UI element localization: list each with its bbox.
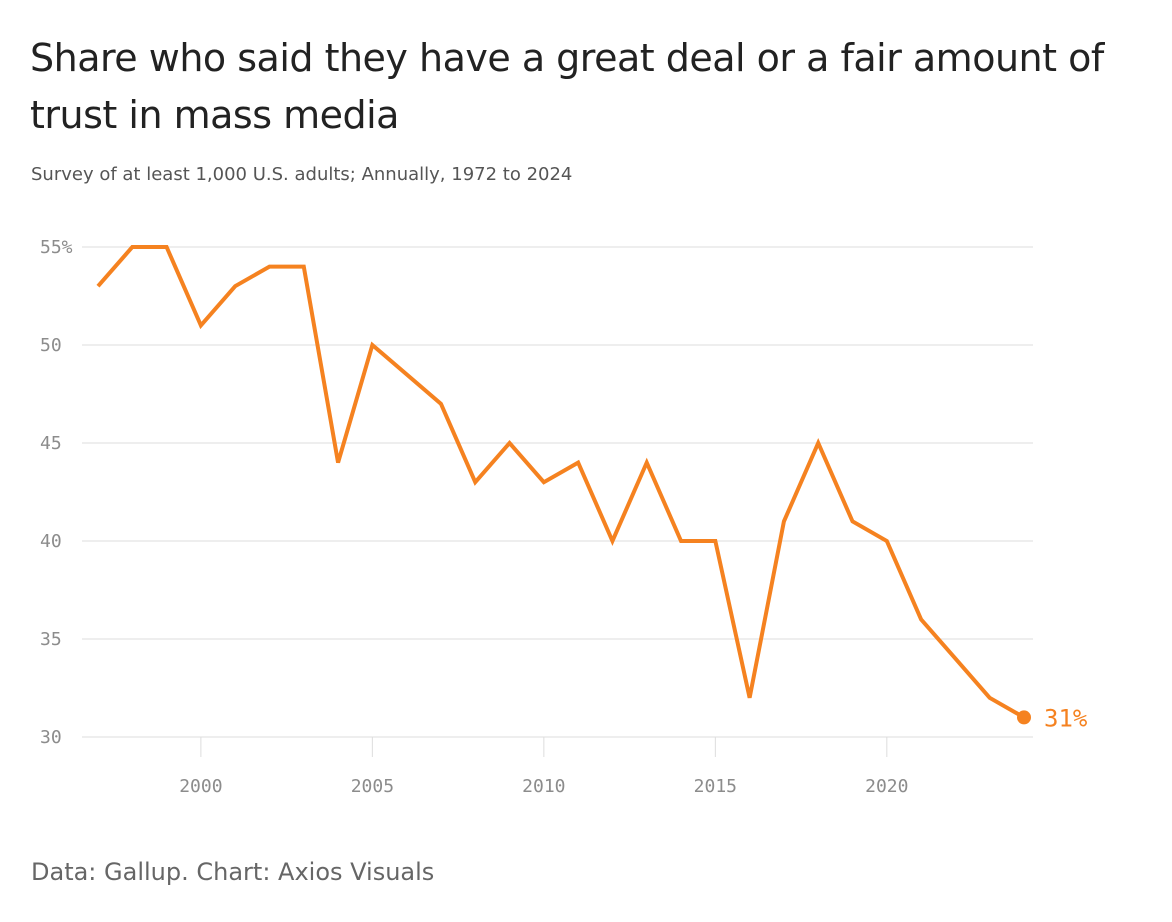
data-point-2001 [233, 284, 237, 288]
data-point-1999 [165, 245, 169, 249]
data-point-2016 [748, 696, 752, 700]
end-value-label: 31% [1044, 704, 1088, 732]
gridlines [82, 246, 1033, 738]
data-point-2015 [713, 539, 717, 543]
data-point-2005 [370, 343, 374, 347]
data-point-2008 [473, 480, 477, 484]
series-layer [96, 245, 1025, 720]
data-point-2020 [885, 539, 889, 543]
data-point-1997 [96, 284, 100, 288]
y-tick-label-35: 35 [40, 629, 62, 650]
data-points: 31% [96, 245, 1088, 732]
data-point-2007 [439, 402, 443, 406]
data-point-2019 [851, 519, 855, 523]
x-tick-label-2010: 2010 [522, 776, 565, 797]
data-point-2014 [679, 539, 683, 543]
y-tick-label-40: 40 [40, 531, 62, 552]
y-tick-label-45: 45 [40, 433, 62, 454]
data-point-2023 [988, 696, 992, 700]
data-point-2017 [782, 519, 786, 523]
data-point-2000 [199, 323, 203, 327]
data-point-2012 [610, 539, 614, 543]
data-point-2010 [542, 480, 546, 484]
end-point-marker [1017, 710, 1031, 725]
y-tick-label-30: 30 [40, 727, 62, 748]
x-tick-label-2000: 2000 [179, 776, 222, 797]
data-point-1998 [130, 245, 134, 249]
data-point-2011 [576, 461, 580, 465]
y-axis-ticks: 30 35 40 45 50 55% [40, 237, 73, 748]
data-point-2013 [645, 461, 649, 465]
x-tick-label-2020: 2020 [865, 776, 908, 797]
y-tick-label-50: 50 [40, 335, 62, 356]
series-line [96, 245, 1025, 720]
x-axis-ticks: 2000 2005 2010 2015 2020 [179, 737, 908, 797]
data-point-2003 [302, 265, 306, 269]
data-point-2004 [336, 461, 340, 465]
chart-subtitle: Survey of at least 1,000 U.S. adults; An… [31, 164, 573, 185]
x-tick-label-2005: 2005 [351, 776, 394, 797]
data-point-2022 [953, 657, 957, 661]
x-tick-label-2015: 2015 [694, 776, 737, 797]
data-point-2021 [919, 617, 923, 621]
chart-title: Share who said they have a great deal or… [30, 36, 1104, 137]
data-point-2018 [816, 441, 820, 445]
data-point-2009 [508, 441, 512, 445]
source-note: Data: Gallup. Chart: Axios Visuals [31, 858, 435, 886]
y-tick-label-55: 55% [40, 237, 73, 258]
data-point-2002 [267, 265, 271, 269]
